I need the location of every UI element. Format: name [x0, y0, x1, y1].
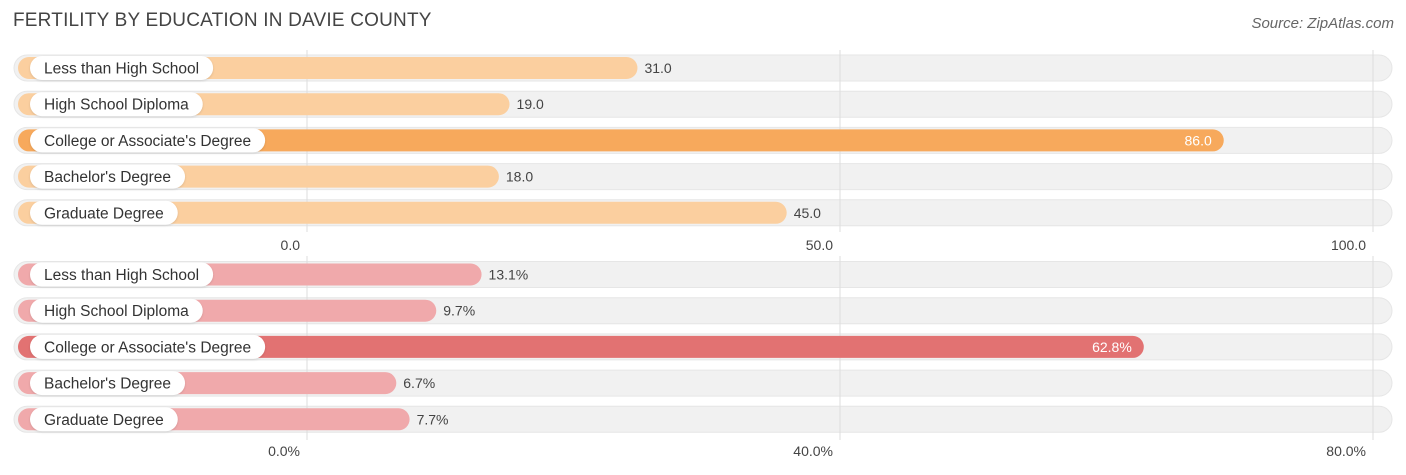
tick-label: 40.0%	[793, 443, 833, 459]
value-label: 86.0	[1185, 132, 1212, 148]
value-label: 9.7%	[443, 303, 475, 319]
category-label-pill	[30, 334, 266, 359]
value-label: 18.0	[506, 169, 533, 185]
value-label: 19.0	[517, 96, 544, 112]
tick-label: 50.0	[806, 237, 833, 253]
category-label-pill	[30, 298, 203, 323]
category-label-pill	[30, 262, 214, 287]
category-label: Less than High School	[44, 267, 199, 284]
category-label-pill	[30, 92, 203, 117]
tick-label: 0.0%	[268, 443, 300, 459]
value-label: 31.0	[644, 60, 671, 76]
value-label: 6.7%	[403, 375, 435, 391]
category-label: High School Diploma	[44, 97, 189, 114]
category-label: Less than High School	[44, 61, 199, 78]
chart-title: FERTILITY BY EDUCATION IN DAVIE COUNTY	[13, 10, 432, 31]
value-label: 62.8%	[1092, 339, 1132, 355]
bar	[18, 129, 1224, 152]
category-label: Graduate Degree	[44, 412, 164, 429]
source-note: Source: ZipAtlas.com	[1251, 15, 1394, 32]
category-label-pill	[30, 407, 178, 432]
bar	[18, 201, 787, 224]
tick-label: 0.0	[281, 237, 301, 253]
value-label: 13.1%	[489, 267, 529, 283]
category-label-pill	[30, 128, 266, 153]
value-label: 7.7%	[417, 411, 449, 427]
category-label-pill	[30, 56, 214, 80]
category-label: College or Associate's Degree	[44, 339, 251, 356]
category-label: Bachelor's Degree	[44, 169, 171, 186]
value-label: 45.0	[794, 205, 821, 221]
tick-label: 100.0	[1331, 237, 1366, 253]
category-label-pill	[30, 164, 186, 189]
category-label: Bachelor's Degree	[44, 376, 171, 393]
category-label: Graduate Degree	[44, 205, 164, 222]
category-label-pill	[30, 371, 186, 396]
category-label: High School Diploma	[44, 303, 189, 320]
tick-label: 80.0%	[1326, 443, 1366, 459]
category-label-pill	[30, 200, 178, 225]
category-label: College or Associate's Degree	[44, 133, 251, 150]
bar	[18, 335, 1144, 358]
